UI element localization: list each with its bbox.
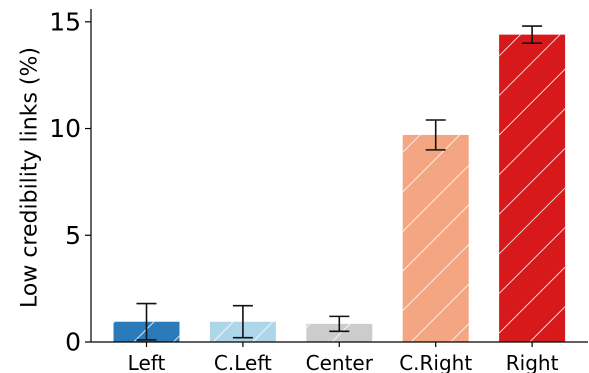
- error-bar: [329, 315, 350, 333]
- x-tick-label: C.Right: [399, 351, 472, 373]
- error-bar: [232, 304, 253, 339]
- y-tick-label: 0: [65, 328, 81, 357]
- error-bar: [136, 302, 157, 341]
- bar: [402, 134, 469, 342]
- x-ticks: Left C.Left Center C.Right Right: [128, 342, 559, 373]
- x-tick-label: C.Left: [214, 351, 272, 373]
- bar: [306, 323, 373, 342]
- bar-hatch: [402, 134, 469, 342]
- bars-layer: [113, 34, 566, 342]
- error-bar: [425, 119, 446, 151]
- bar: [499, 34, 566, 342]
- y-ticks: 0 5 10 15: [49, 7, 91, 357]
- x-tick-label: Right: [506, 351, 559, 373]
- error-bar: [522, 25, 543, 44]
- y-tick-label: 15: [49, 7, 81, 36]
- bar-hatch: [499, 34, 566, 342]
- error-bars-layer: [136, 25, 543, 341]
- bar-hatch: [306, 323, 373, 342]
- y-tick-label: 10: [49, 114, 81, 143]
- y-tick-label: 5: [65, 221, 81, 250]
- x-tick-label: Center: [306, 351, 374, 373]
- x-tick-label: Left: [128, 351, 166, 373]
- y-axis-label: Low credibility links (%): [18, 47, 43, 308]
